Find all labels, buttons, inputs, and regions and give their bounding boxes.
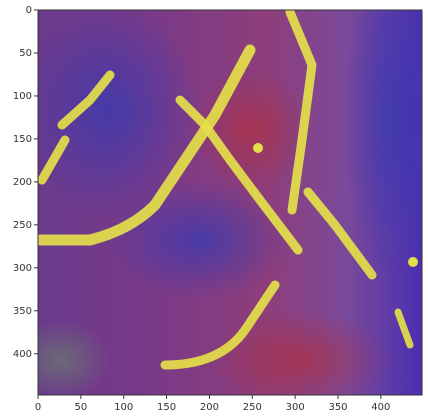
x-tick-label: 250 — [243, 402, 262, 413]
x-tick-label: 100 — [114, 402, 133, 413]
axes-frame — [37, 9, 423, 396]
x-tick-label: 50 — [74, 402, 87, 413]
y-tick-label: 350 — [13, 306, 32, 317]
x-tick-label: 200 — [200, 402, 219, 413]
y-tick-label: 250 — [13, 220, 32, 231]
y-tick-label: 300 — [13, 263, 32, 274]
y-tick-label: 200 — [13, 177, 32, 188]
x-tick-label: 400 — [371, 402, 390, 413]
y-tick-label: 100 — [13, 91, 32, 102]
x-tick-label: 350 — [328, 402, 347, 413]
x-tick-label: 150 — [157, 402, 176, 413]
y-tick-label: 150 — [13, 134, 32, 145]
x-tick-label: 300 — [286, 402, 305, 413]
y-tick-label: 50 — [19, 48, 32, 59]
x-tick-label: 0 — [35, 402, 41, 413]
y-tick-label: 0 — [26, 5, 32, 16]
y-tick-label: 400 — [13, 349, 32, 360]
image — [38, 10, 422, 395]
